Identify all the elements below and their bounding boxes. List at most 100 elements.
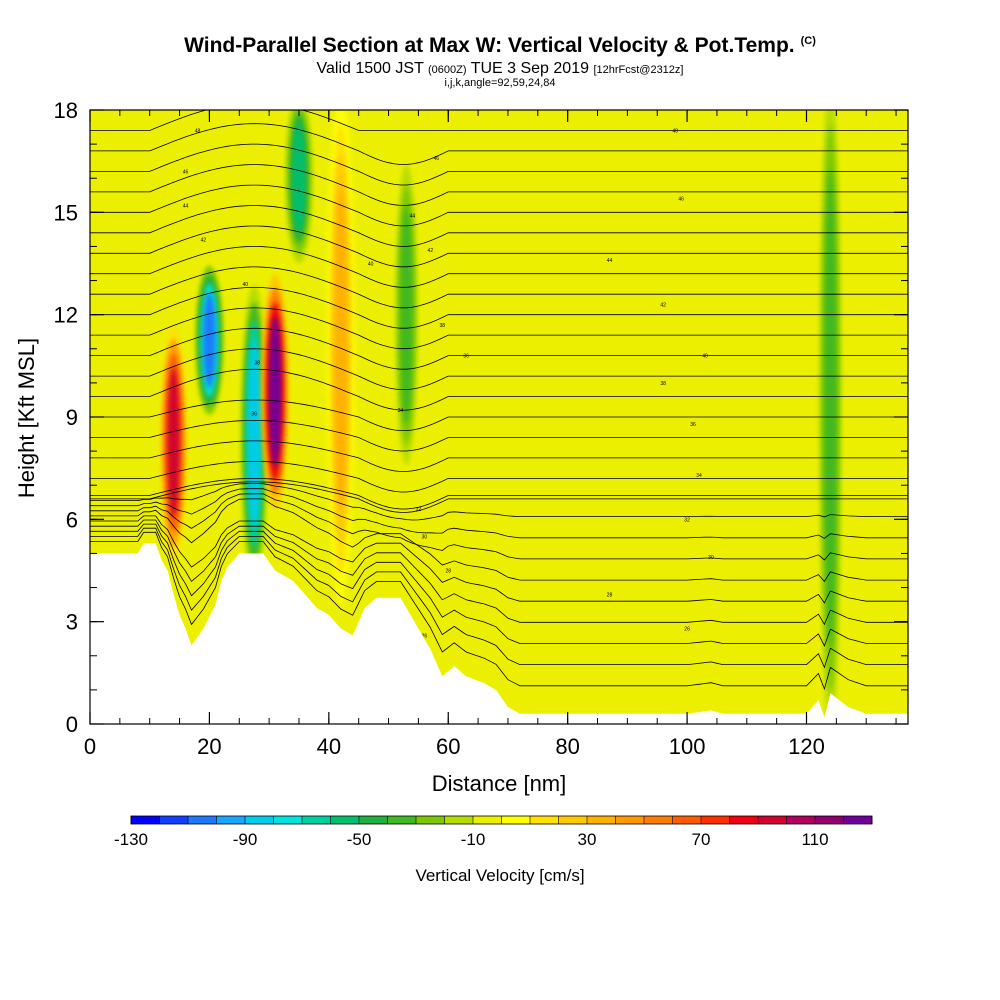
theta-label: 42 — [660, 302, 666, 308]
theta-label: 44 — [183, 204, 189, 210]
theta-line — [90, 515, 908, 604]
theta-line — [90, 123, 908, 165]
theta-line — [90, 348, 908, 390]
theta-label: 46 — [678, 197, 684, 203]
theta-line — [90, 420, 908, 452]
theta-label: 32 — [416, 507, 422, 513]
colorbar-swatch — [758, 816, 787, 824]
colorbar-swatch — [131, 816, 160, 824]
y-tick-label: 15 — [54, 200, 78, 225]
theta-line — [90, 164, 908, 206]
colorbar-swatch — [416, 816, 445, 824]
theta-labels: 48 46 44 42 40 38 36 46 44 42 40 38 36 34 32 30 28 26 48 46… — [183, 128, 714, 639]
colorbar-swatch — [615, 816, 645, 824]
theta-line — [90, 440, 908, 472]
subtitle-valid: Valid 1500 JST — [316, 60, 424, 77]
theta-label: 30 — [708, 555, 714, 561]
x-tick-label: 100 — [669, 734, 706, 759]
colorbar-tick-label: -50 — [347, 830, 372, 849]
theta-label: 28 — [445, 569, 451, 575]
colorbar-swatch — [530, 816, 559, 824]
theta-line — [90, 143, 908, 186]
colorbar-swatch — [473, 816, 502, 824]
subtitle-zulu: (0600Z) — [428, 64, 467, 76]
theta-label: 44 — [410, 214, 416, 220]
colorbar-tick-label: 30 — [578, 830, 597, 849]
colorbar-tick-label: -90 — [233, 830, 258, 849]
theta-label: 32 — [684, 517, 690, 523]
velocity-cell-1-3 — [203, 292, 216, 389]
theta-label: 26 — [422, 633, 428, 639]
y-tick-label: 12 — [54, 303, 78, 328]
velocity-cell-7-3 — [824, 169, 837, 648]
x-tick-label: 0 — [84, 734, 96, 759]
velocity-cell-0-3 — [167, 367, 180, 518]
theta-label: 42 — [201, 238, 207, 244]
theta-contours — [90, 110, 908, 691]
theta-line — [90, 531, 908, 691]
colorbar-swatch — [444, 816, 474, 824]
colorbar-swatch — [302, 816, 331, 824]
velocity-cell-4-3 — [292, 123, 306, 233]
velocity-cell-3-3 — [268, 316, 282, 467]
colorbar-tick-label: 70 — [692, 830, 711, 849]
colorbar-swatch — [701, 816, 730, 824]
theta-label: 46 — [183, 169, 189, 175]
y-axis-label: Height [Kft MSL] — [14, 338, 39, 498]
theta-line — [90, 368, 908, 411]
theta-line — [90, 266, 908, 309]
theta-line — [90, 461, 908, 493]
colorbar-tick-label: -130 — [114, 830, 148, 849]
y-tick-label: 3 — [66, 610, 78, 635]
colorbar-swatch — [330, 816, 360, 824]
chart-subtitle-2: i,j,k,angle=92,59,24,84 — [444, 77, 556, 89]
colorbar-swatch — [273, 816, 303, 824]
colorbar-swatch — [815, 816, 844, 824]
terrain-mask — [90, 543, 908, 724]
theta-line — [90, 225, 908, 268]
theta-label: 48 — [672, 128, 678, 134]
theta-line — [90, 519, 908, 626]
theta-line — [90, 493, 908, 561]
theta-label: 34 — [398, 408, 404, 414]
subtitle-fcst: [12hrFcst@2312z] — [593, 64, 684, 76]
colorbar-swatch — [786, 816, 816, 824]
chart-subtitle: Valid 1500 JST (0600Z) TUE 3 Sep 2019 [1… — [0, 60, 1000, 78]
colorbar-tick-label: 110 — [801, 830, 828, 849]
x-tick-label: 40 — [317, 734, 341, 759]
colorbar-swatch — [216, 816, 246, 824]
theta-label: 48 — [195, 128, 201, 134]
y-tick-label: 9 — [66, 405, 78, 430]
colorbar-swatch — [558, 816, 588, 824]
y-tick-label: 18 — [54, 98, 78, 123]
x-axis-label: Distance [nm] — [432, 771, 567, 796]
theta-label: 38 — [660, 381, 666, 387]
theta-label: 38 — [439, 323, 445, 329]
colorbar-swatch — [245, 816, 274, 824]
colorbar-swatch — [501, 816, 531, 824]
colorbar-swatch — [387, 816, 417, 824]
theta-label: 42 — [428, 248, 434, 254]
theta-line — [90, 478, 908, 510]
theta-label: 36 — [690, 422, 696, 428]
colorbar-swatch — [159, 816, 189, 824]
velocity-cell-6-3 — [400, 205, 413, 424]
colorbar-swatch — [729, 816, 759, 824]
theta-label: 28 — [607, 592, 613, 598]
plot-area: 48 46 44 42 40 38 36 46 44 42 40 38 36 34 32 30 28 26 48 46… — [90, 110, 908, 724]
colorbar-swatch — [644, 816, 673, 824]
theta-line — [90, 481, 908, 513]
copyright-mark: (C) — [800, 35, 816, 47]
colorbar-swatch — [843, 816, 873, 824]
colorbar-swatch — [188, 816, 217, 824]
theta-line — [90, 483, 908, 521]
theta-label: 36 — [251, 412, 257, 418]
theta-line — [90, 527, 908, 669]
title-text: Wind-Parallel Section at Max W: Vertical… — [184, 34, 795, 57]
subtitle-date: TUE 3 Sep 2019 — [470, 60, 589, 77]
theta-line — [90, 327, 908, 370]
theta-label: 36 — [463, 354, 469, 360]
y-tick-label: 0 — [66, 712, 78, 737]
